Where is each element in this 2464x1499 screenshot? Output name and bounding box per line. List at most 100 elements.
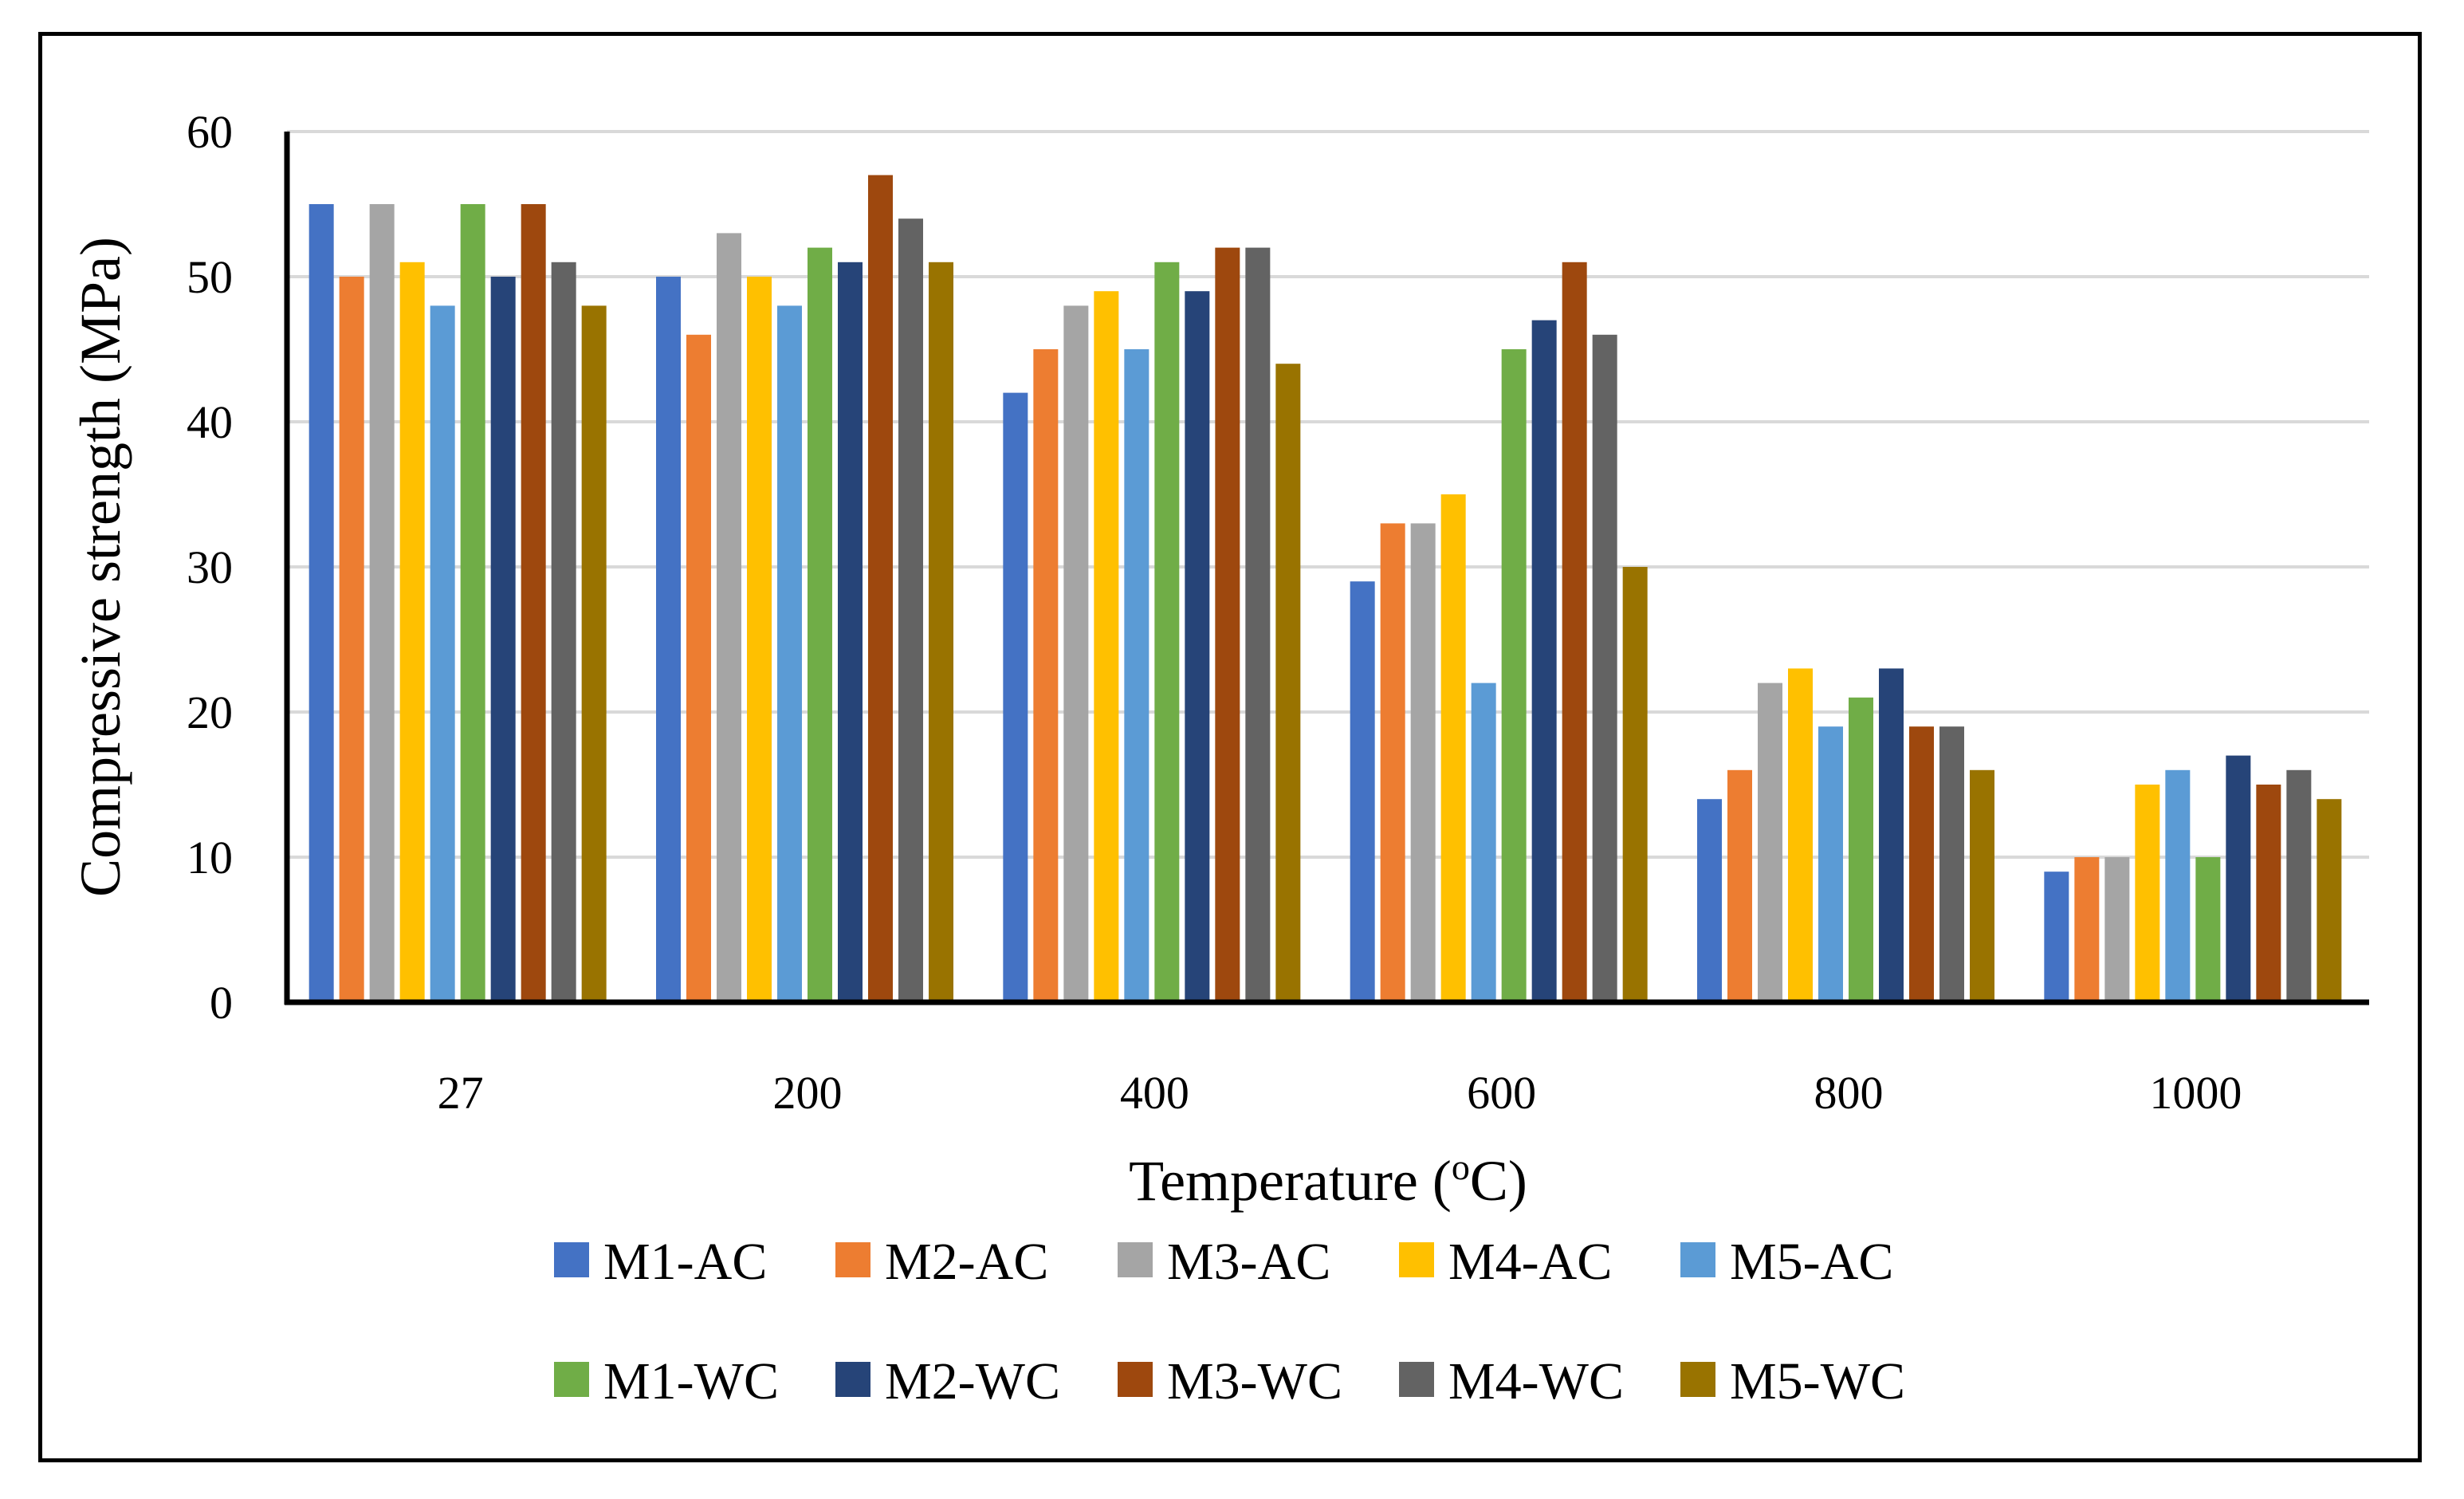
y-tick-label: 20 [187, 687, 233, 738]
bar-m5-ac-200 [777, 305, 802, 1002]
bar-m1-ac-1000 [2044, 871, 2069, 1002]
bar-m4-ac-600 [1440, 494, 1466, 1002]
bar-m3-wc-1000 [2256, 785, 2281, 1002]
bar-m5-wc-800 [1970, 769, 1994, 1002]
legend-label: M2-WC [885, 1352, 1060, 1410]
y-tick-label: 50 [187, 251, 233, 303]
bar-m3-wc-200 [868, 175, 893, 1003]
bars [308, 175, 2342, 1003]
legend: M1-AC M2-AC M3-AC M4-AC M5-AC M1-WC M2-WC M3-WC… [554, 1233, 1905, 1410]
legend-swatch-m2-ac [835, 1242, 870, 1277]
bar-m5-wc-400 [1275, 364, 1301, 1002]
bar-m4-ac-1000 [2135, 785, 2160, 1002]
bar-m1-wc-400 [1154, 262, 1180, 1002]
legend-label: M4-WC [1448, 1352, 1624, 1410]
bar-m2-wc-800 [1879, 668, 1904, 1002]
x-axis-title: Temperature (oC) [1129, 1147, 1527, 1213]
legend-swatch-m3-wc [1118, 1362, 1153, 1397]
bar-m2-ac-1000 [2074, 857, 2100, 1002]
bar-m2-ac-400 [1033, 349, 1059, 1002]
legend-swatch-m2-wc [835, 1362, 870, 1397]
y-tick-label: 30 [187, 541, 233, 593]
bar-m4-wc-400 [1245, 247, 1271, 1003]
x-axis-ticks: 27 200 400 600 800 1000 [438, 1067, 2242, 1119]
bar-m3-ac-600 [1410, 523, 1436, 1002]
y-tick-label: 60 [187, 106, 233, 158]
x-axis-title-main: Temperature ( [1129, 1149, 1452, 1213]
x-axis-title-tail: C) [1470, 1149, 1527, 1213]
bar-m2-wc-1000 [2226, 755, 2251, 1002]
bar-m5-wc-600 [1622, 567, 1648, 1002]
bar-m2-wc-600 [1531, 320, 1557, 1003]
legend-swatch-m1-ac [554, 1242, 589, 1277]
legend-label: M2-AC [885, 1233, 1048, 1291]
x-tick-label: 800 [1814, 1067, 1884, 1119]
bar-m4-wc-27 [551, 262, 576, 1002]
legend-swatch-m1-wc [554, 1362, 589, 1397]
legend-label: M3-AC [1167, 1233, 1330, 1291]
bar-m3-ac-27 [369, 204, 395, 1002]
x-tick-label: 27 [438, 1067, 484, 1119]
bar-m4-ac-27 [399, 262, 425, 1002]
bar-m5-ac-400 [1124, 349, 1149, 1002]
bar-m2-ac-200 [686, 334, 711, 1002]
y-axis-title: Compressive strength (MPa) [69, 237, 132, 897]
bar-m3-ac-400 [1063, 305, 1089, 1002]
bar-m3-wc-800 [1909, 726, 1934, 1002]
bar-m5-ac-800 [1818, 726, 1843, 1002]
bar-m5-ac-600 [1471, 683, 1496, 1002]
bar-m3-wc-27 [521, 204, 546, 1002]
bar-m2-wc-400 [1185, 291, 1210, 1002]
bar-m2-ac-800 [1727, 769, 1752, 1002]
x-tick-label: 600 [1467, 1067, 1536, 1119]
bar-m1-wc-1000 [2195, 857, 2221, 1002]
legend-label: M5-WC [1730, 1352, 1905, 1410]
legend-label: M1-AC [603, 1233, 767, 1291]
legend-swatch-m5-wc [1680, 1362, 1715, 1397]
legend-swatch-m4-ac [1399, 1242, 1434, 1277]
bar-m1-ac-600 [1350, 581, 1375, 1002]
bar-m3-wc-600 [1562, 262, 1587, 1002]
bar-m5-wc-1000 [2317, 799, 2342, 1002]
bar-m1-wc-800 [1849, 697, 1873, 1002]
y-tick-label: 0 [210, 977, 233, 1029]
gridlines [287, 130, 2369, 859]
y-axis-ticks: 0 10 20 30 40 50 60 [187, 106, 233, 1029]
bar-m3-wc-400 [1215, 247, 1240, 1003]
y-tick-label: 40 [187, 396, 233, 448]
bar-m3-ac-1000 [2104, 857, 2130, 1002]
bar-m4-ac-800 [1788, 668, 1813, 1002]
bar-m4-wc-600 [1592, 334, 1617, 1002]
bar-m5-ac-1000 [2165, 769, 2191, 1002]
bar-m1-wc-600 [1501, 349, 1527, 1002]
bar-m1-ac-800 [1697, 799, 1722, 1002]
legend-swatch-m4-wc [1399, 1362, 1434, 1397]
bar-m1-ac-27 [308, 204, 334, 1002]
bar-m4-ac-200 [747, 277, 772, 1002]
bar-m1-wc-200 [808, 247, 832, 1003]
bar-m5-wc-27 [581, 305, 607, 1002]
x-tick-label: 1000 [2149, 1067, 2242, 1119]
bar-m1-ac-400 [1003, 392, 1028, 1003]
y-tick-label: 10 [187, 832, 233, 883]
legend-swatch-m5-ac [1680, 1242, 1715, 1277]
bar-m3-ac-200 [717, 233, 741, 1002]
legend-swatch-m3-ac [1118, 1242, 1153, 1277]
bar-m2-ac-600 [1380, 523, 1405, 1002]
bar-m2-ac-27 [339, 277, 364, 1002]
bar-m4-wc-800 [1939, 726, 1964, 1002]
x-tick-label: 400 [1120, 1067, 1189, 1119]
legend-label: M1-WC [603, 1352, 779, 1410]
x-tick-label: 200 [773, 1067, 843, 1119]
bar-m1-ac-200 [656, 277, 681, 1002]
bar-m5-ac-27 [430, 305, 455, 1002]
x-axis-title-superscript: o [1452, 1147, 1470, 1187]
legend-label: M3-WC [1167, 1352, 1342, 1410]
legend-label: M4-AC [1448, 1233, 1612, 1291]
bar-m2-wc-27 [490, 277, 516, 1002]
chart-frame [38, 32, 2422, 1462]
bar-m1-wc-27 [460, 204, 485, 1002]
bar-m4-wc-1000 [2286, 769, 2312, 1002]
bar-m4-wc-200 [898, 218, 923, 1002]
